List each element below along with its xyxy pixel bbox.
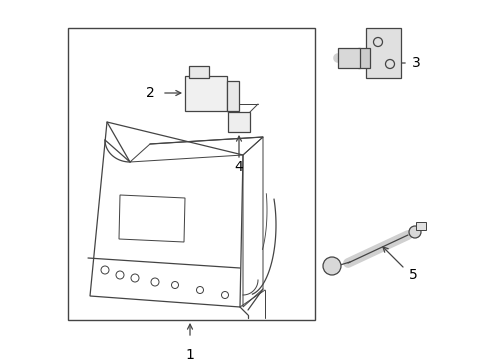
Bar xyxy=(189,66,208,78)
Bar xyxy=(227,112,249,132)
Bar xyxy=(226,81,239,111)
Bar xyxy=(337,48,359,68)
Bar xyxy=(184,76,226,111)
Circle shape xyxy=(408,226,420,238)
Bar xyxy=(357,48,369,68)
Text: 2: 2 xyxy=(145,86,154,100)
Text: 3: 3 xyxy=(411,56,420,70)
Circle shape xyxy=(323,257,340,275)
Bar xyxy=(365,28,400,78)
Text: 4: 4 xyxy=(234,160,243,174)
Bar xyxy=(415,222,425,230)
Bar xyxy=(68,28,314,320)
Text: 5: 5 xyxy=(408,268,417,282)
Text: 1: 1 xyxy=(185,348,194,360)
